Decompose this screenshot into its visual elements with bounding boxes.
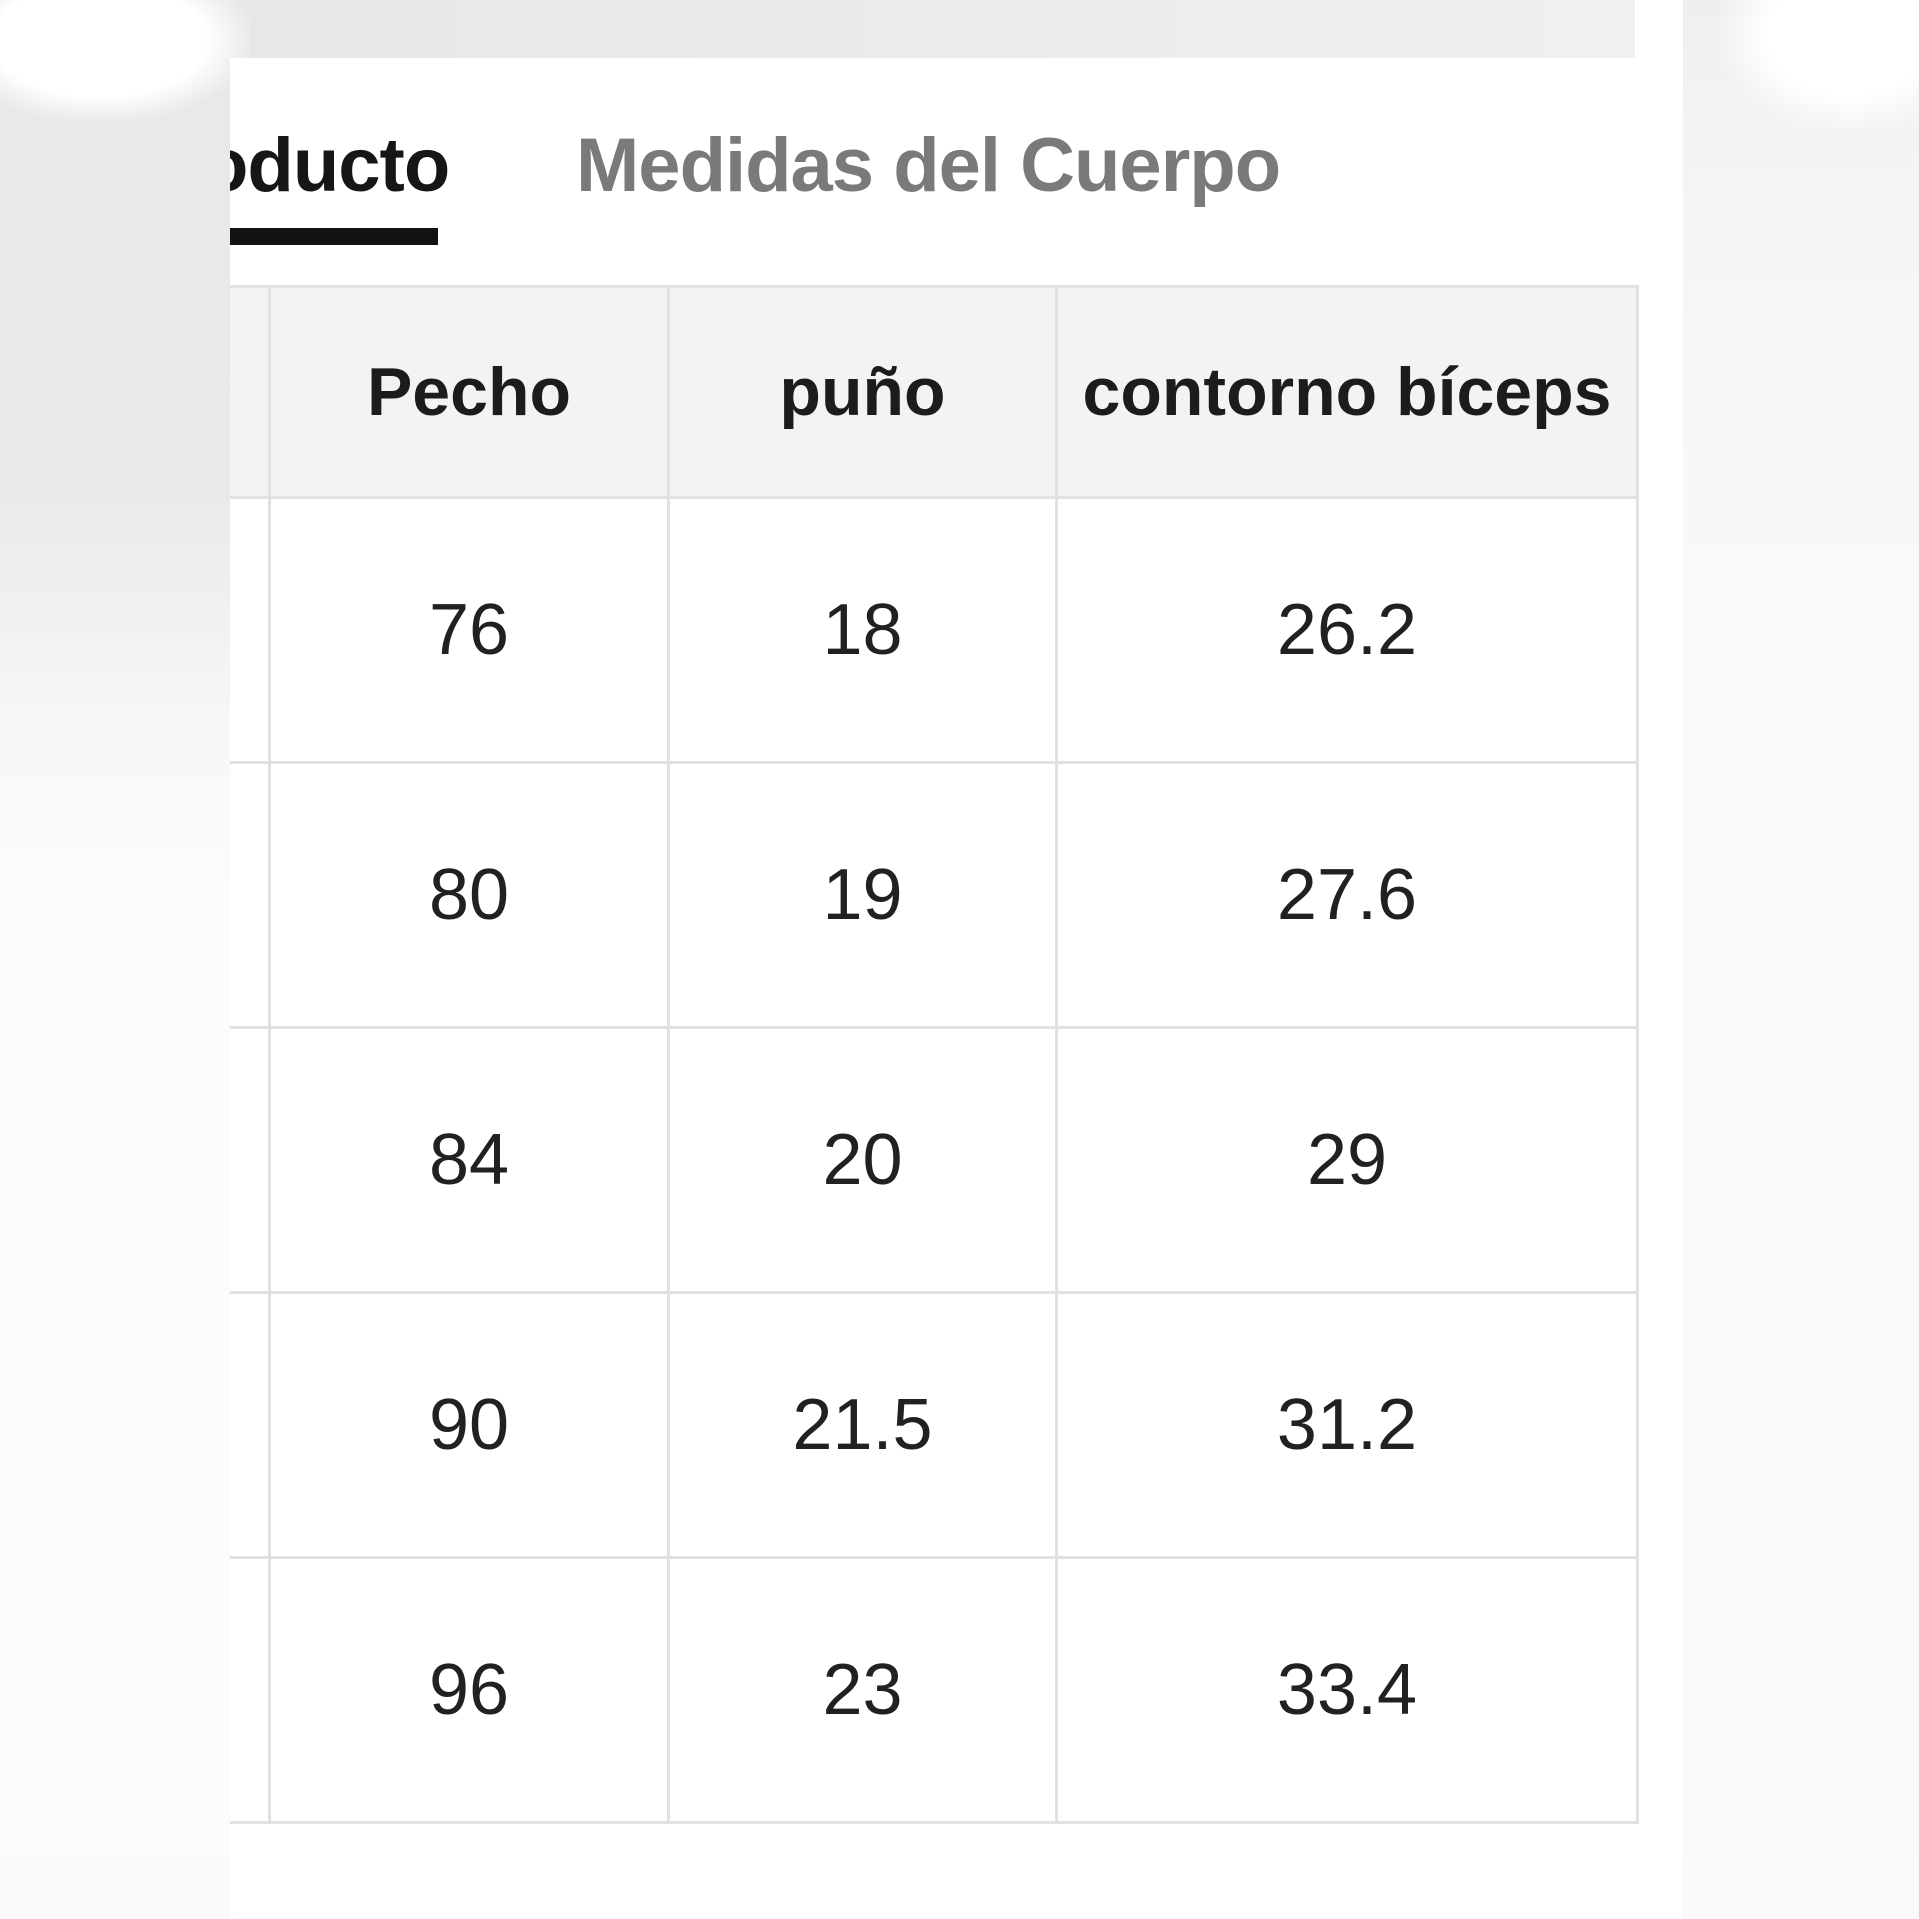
tab-medidas-del-producto[interactable]: oducto [230,123,450,208]
table-row: 80 19 27.6 [230,761,1639,1029]
table-cell [230,1291,271,1559]
table-cell: 19 [667,761,1058,1029]
table-cell [230,1026,271,1294]
col-header-pecho: Pecho [268,285,670,499]
background-right-blur [1683,0,1919,1919]
background-left-blur [0,0,230,1919]
tab-medidas-del-cuerpo[interactable]: Medidas del Cuerpo [576,123,1281,208]
table-cell: 31.2 [1055,1291,1639,1559]
table-cell: 29 [1055,1026,1639,1294]
table-cell: 76 [268,496,670,764]
table-row: 90 21.5 31.2 [230,1291,1639,1559]
table-row: 84 20 29 [230,1026,1639,1294]
table-cell [230,1556,271,1824]
table-cell: 33.4 [1055,1556,1639,1824]
table-cell: 18 [667,496,1058,764]
size-chart-table: Pecho puño contorno bíceps 76 18 26.2 80 [230,285,1639,1824]
col-header-cropped [230,285,271,499]
table-row: 96 23 33.4 [230,1556,1639,1824]
col-header-contorno-biceps: contorno bíceps [1055,285,1639,499]
table-cell [230,496,271,764]
table-header-row: Pecho puño contorno bíceps [230,285,1639,499]
background-corner-top-right [1720,0,1919,130]
table-cell [230,761,271,1029]
table-cell: 84 [268,1026,670,1294]
background-top-band [183,0,1635,58]
table-cell: 26.2 [1055,496,1639,764]
table-row: 76 18 26.2 [230,496,1639,764]
table-cell: 20 [667,1026,1058,1294]
table-cell: 23 [667,1556,1058,1824]
table-cell: 90 [268,1291,670,1559]
background-corner-top-left [0,0,250,120]
active-tab-underline [230,228,438,245]
table-cell: 27.6 [1055,761,1639,1029]
table-cell: 21.5 [667,1291,1058,1559]
table-cell: 96 [268,1556,670,1824]
content-panel: oducto Medidas del Cuerpo Pecho puño con… [230,58,1683,1919]
size-chart-wrapper: Pecho puño contorno bíceps 76 18 26.2 80 [230,285,1639,1824]
col-header-puno: puño [667,285,1058,499]
table-cell: 80 [268,761,670,1029]
